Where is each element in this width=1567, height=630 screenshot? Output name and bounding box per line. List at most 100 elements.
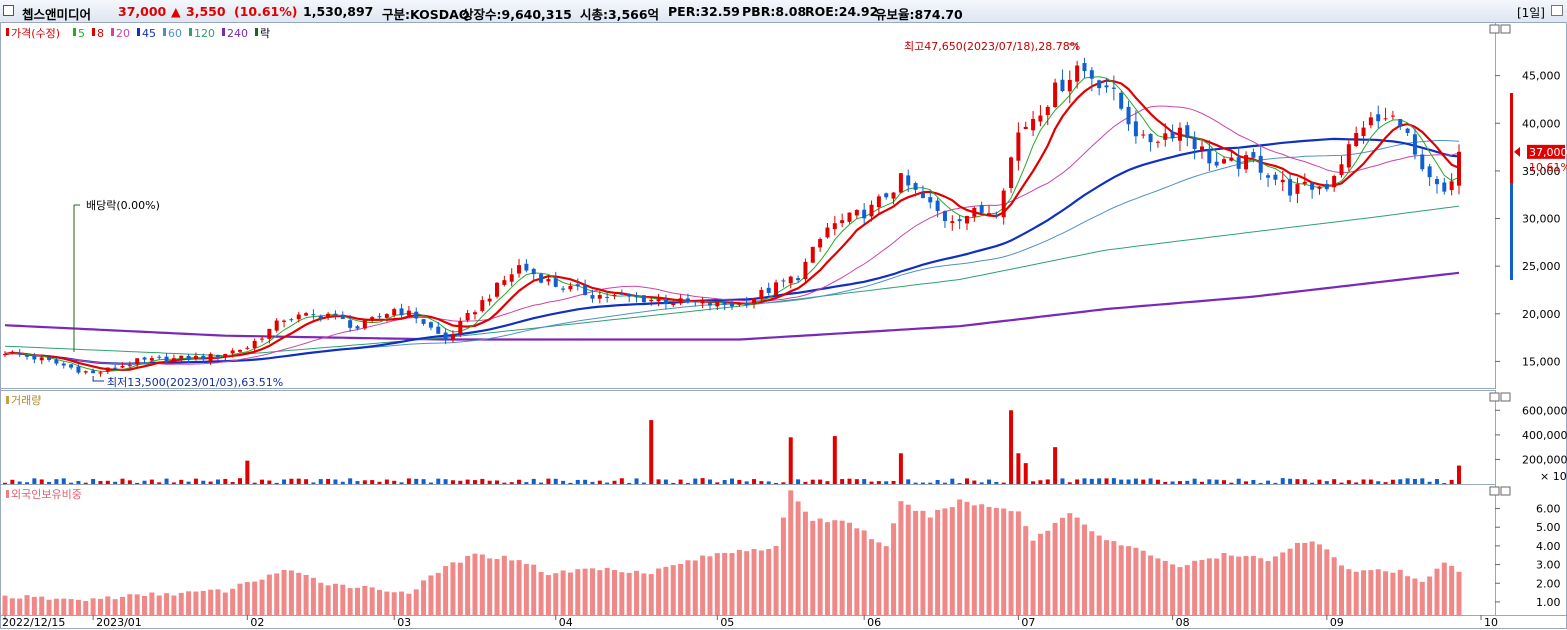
volume-bar xyxy=(1009,410,1014,484)
volume-bar xyxy=(1457,465,1461,484)
foreign-bar xyxy=(1096,535,1102,615)
maximize-icon[interactable] xyxy=(1551,5,1563,16)
foreign-bar xyxy=(406,593,412,615)
foreign-bar xyxy=(824,522,830,615)
volume-bar xyxy=(957,482,962,484)
candle-body xyxy=(1214,161,1219,166)
volume-bar xyxy=(1427,481,1432,484)
legend-drop-swatch xyxy=(255,28,258,36)
volume-bar xyxy=(752,479,757,484)
candle-body xyxy=(171,358,176,363)
candle-body xyxy=(854,209,859,216)
candle-body xyxy=(810,246,815,263)
volume-bar xyxy=(649,420,654,484)
candle-body xyxy=(825,227,830,238)
volume-bar xyxy=(252,482,257,484)
candle-body xyxy=(355,326,360,329)
current-price: 37,000 xyxy=(118,4,167,19)
candle-body xyxy=(1310,183,1315,190)
foreign-bar xyxy=(332,583,338,615)
foreign-bar xyxy=(1104,540,1110,615)
volume-bar xyxy=(1229,482,1234,484)
candle-body xyxy=(10,351,15,354)
volume-bar xyxy=(693,478,698,484)
foreign-bar xyxy=(957,499,963,615)
candle-body xyxy=(1354,132,1359,146)
volume-bar xyxy=(935,479,940,484)
foreign-bar xyxy=(876,542,882,615)
foreign-bar xyxy=(1052,522,1058,615)
volume-bar xyxy=(436,478,441,484)
period-selector[interactable]: [1일] xyxy=(1516,6,1545,20)
foreign-bar xyxy=(861,530,867,615)
foreign-bar xyxy=(105,596,111,615)
price-panel xyxy=(0,22,1496,389)
candle-body xyxy=(83,371,88,373)
foreign-bar xyxy=(1015,511,1021,615)
volume-bar xyxy=(17,481,22,484)
candle-body xyxy=(964,215,969,224)
foreign-bar xyxy=(780,517,786,615)
candle-body xyxy=(722,302,727,305)
candle-body xyxy=(575,284,580,287)
volume-bar xyxy=(340,481,345,484)
foreign-bar xyxy=(421,580,427,615)
candle-body xyxy=(201,355,206,360)
foreign-bar xyxy=(1236,556,1242,615)
foreign-bar xyxy=(913,510,919,615)
volume-bar xyxy=(1185,480,1190,484)
volume-bar xyxy=(406,478,411,484)
stock-name[interactable]: 쳅스앤미디어 xyxy=(22,7,92,22)
foreign-bar xyxy=(46,599,52,615)
candle-body xyxy=(605,296,610,298)
volume-bar xyxy=(1317,479,1322,484)
price-axis-label: 20,000 xyxy=(1522,308,1561,321)
volume-bar xyxy=(127,480,132,484)
candle-body xyxy=(1332,176,1337,188)
foreign-bar xyxy=(993,508,999,615)
candle-body xyxy=(884,193,889,198)
foreign-bar xyxy=(288,570,294,615)
candle-body xyxy=(583,285,588,296)
foreign-bar xyxy=(1368,570,1374,615)
volume-bar xyxy=(1222,480,1227,484)
candle-body xyxy=(237,349,242,352)
volume-bar xyxy=(531,478,536,484)
date-axis-label: 10 xyxy=(1484,616,1498,629)
candle-body xyxy=(590,295,595,299)
candle-body xyxy=(311,314,316,316)
listed-shares: 상장수:9,640,315 xyxy=(462,7,572,22)
foreign-bar xyxy=(164,593,170,615)
foreign-bar xyxy=(531,564,537,615)
foreign-bar xyxy=(766,548,772,615)
select-checkbox[interactable] xyxy=(3,5,14,16)
foreign-bar xyxy=(39,596,45,615)
foreign-bar xyxy=(200,590,206,615)
legend-ma-swatch xyxy=(189,28,192,36)
legend-ma-5: 5 xyxy=(78,27,85,40)
candle-body xyxy=(730,302,734,307)
candle-body xyxy=(164,356,169,363)
volume-bar xyxy=(1214,479,1219,484)
candle-body xyxy=(1148,133,1153,143)
volume-bar xyxy=(428,482,433,484)
legend-ma-120: 120 xyxy=(194,27,215,40)
volume-bar xyxy=(913,482,918,484)
foreign-bar xyxy=(942,508,948,615)
volume-bar xyxy=(91,478,96,484)
volume-bar xyxy=(979,482,984,484)
candle-body xyxy=(428,322,433,328)
foreign-axis-label: 1.00 xyxy=(1536,596,1561,609)
volume-bar xyxy=(561,480,566,484)
foreign-bar xyxy=(832,520,838,615)
candle-body xyxy=(333,313,338,315)
foreign-bar xyxy=(1419,581,1425,615)
date-axis-label: 2022/12/15 xyxy=(2,616,65,629)
volume-bar xyxy=(539,482,544,484)
volume-bar xyxy=(179,479,184,484)
volume-bar xyxy=(891,480,896,484)
candle-body xyxy=(1449,181,1454,191)
volume-bar xyxy=(663,479,668,484)
volume-bar xyxy=(399,482,404,484)
candle-body xyxy=(1016,132,1021,161)
